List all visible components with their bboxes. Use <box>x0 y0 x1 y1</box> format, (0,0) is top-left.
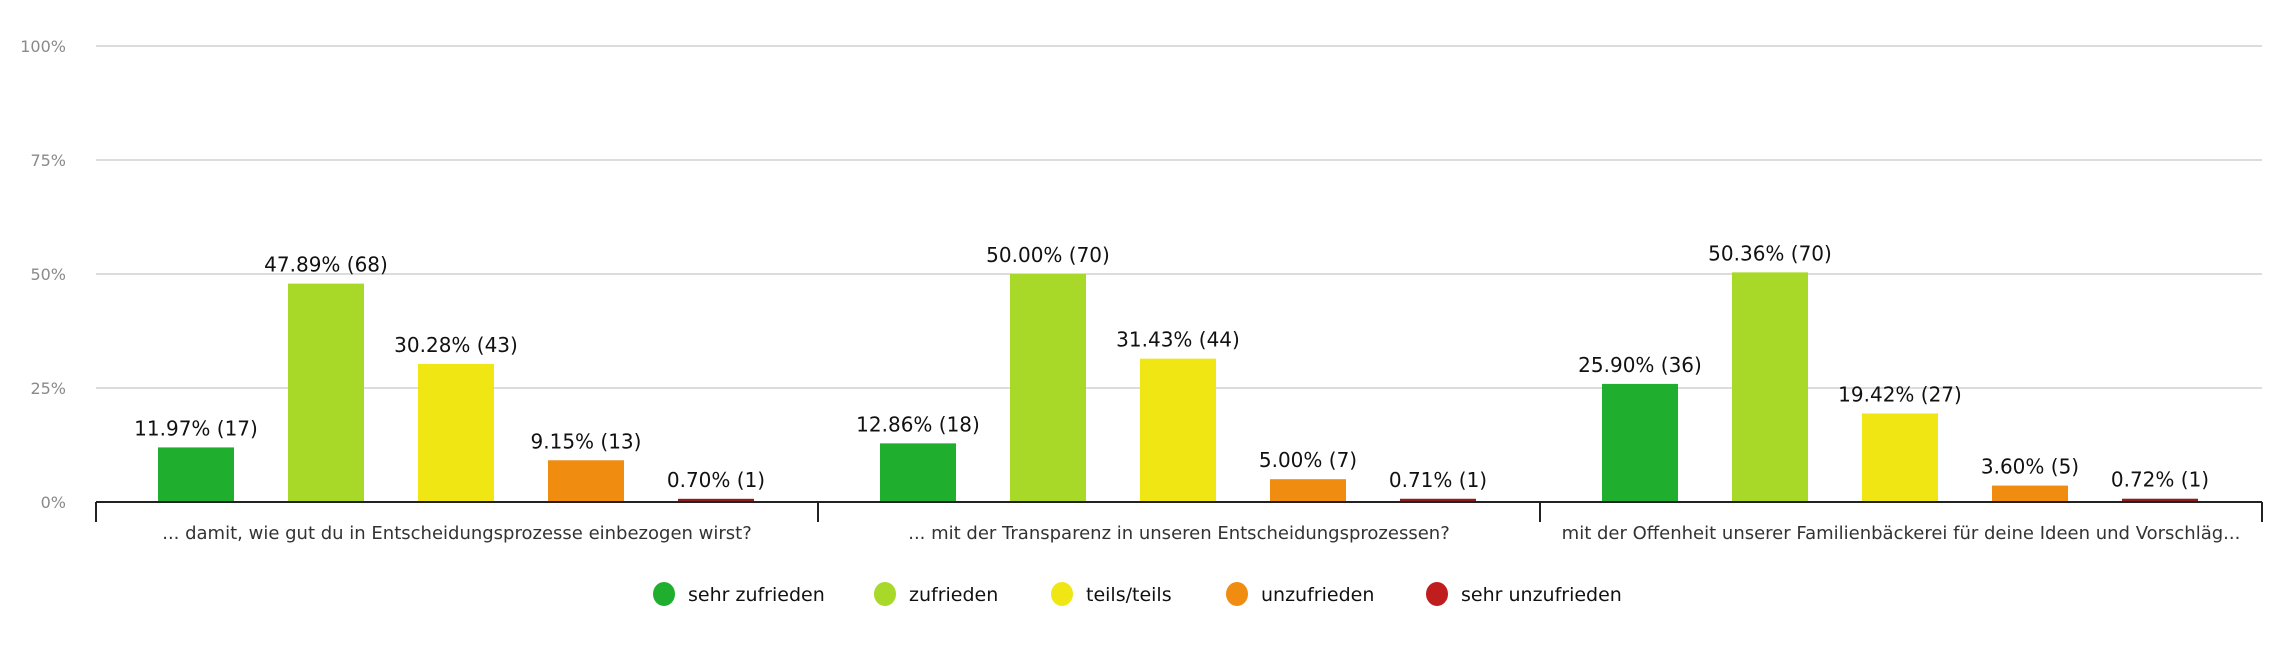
legend: sehr zufrieden zufrieden teils/teils unzufr… <box>653 582 1622 606</box>
legend-item[interactable]: sehr unzufrieden <box>1426 582 1622 606</box>
legend-item[interactable]: unzufrieden <box>1226 582 1374 606</box>
bar-zufrieden <box>1732 272 1808 502</box>
y-tick-label: 100% <box>20 37 66 56</box>
bar-sehr-unzufrieden <box>678 498 754 502</box>
legend-label: sehr zufrieden <box>688 584 825 606</box>
legend-swatch-icon <box>874 582 896 606</box>
bar-zufrieden <box>288 283 364 502</box>
legend-label: teils/teils <box>1086 584 1172 606</box>
legend-item[interactable]: zufrieden <box>874 582 998 606</box>
bar-sehr-zufrieden <box>158 447 234 502</box>
data-label: 5.00% (7) <box>1259 448 1357 472</box>
category-label: ... damit, wie gut du in Entscheidungspr… <box>162 523 752 544</box>
data-labels: 11.97% (17) 47.89% (68) 30.28% (43) 9.15% (… <box>134 241 2209 491</box>
bar-unzufrieden <box>1992 485 2068 502</box>
data-label: 50.36% (70) <box>1708 241 1832 265</box>
data-label: 0.72% (1) <box>2111 468 2209 492</box>
legend-swatch-icon <box>1426 582 1448 606</box>
y-tick-label: 75% <box>30 151 66 170</box>
data-label: 30.28% (43) <box>394 333 518 357</box>
bar-sehr-unzufrieden <box>2122 498 2198 502</box>
bar-teils-teils <box>418 363 494 502</box>
y-axis-ticks: 0% 25% 50% 75% 100% <box>20 37 66 512</box>
legend-label: unzufrieden <box>1261 584 1374 606</box>
legend-item[interactable]: teils/teils <box>1051 582 1172 606</box>
data-label: 11.97% (17) <box>134 416 258 440</box>
bar-sehr-zufrieden <box>1602 383 1678 502</box>
data-label: 25.90% (36) <box>1578 353 1702 377</box>
legend-swatch-icon <box>1051 582 1073 606</box>
bar-unzufrieden <box>548 460 624 502</box>
bar-unzufrieden <box>1270 479 1346 502</box>
category-label: ... mit der Transparenz in unseren Entsc… <box>908 523 1450 544</box>
legend-label: zufrieden <box>909 584 998 606</box>
y-tick-label: 50% <box>30 265 66 284</box>
data-label: 3.60% (5) <box>1981 455 2079 479</box>
bar-teils-teils <box>1140 358 1216 502</box>
bar-teils-teils <box>1862 413 1938 502</box>
legend-label: sehr unzufrieden <box>1461 584 1622 606</box>
category-label: mit der Offenheit unserer Familienbäcker… <box>1562 523 2241 544</box>
data-label: 0.70% (1) <box>667 468 765 492</box>
y-tick-label: 0% <box>41 493 66 512</box>
data-label: 9.15% (13) <box>531 429 642 453</box>
legend-swatch-icon <box>653 582 675 606</box>
legend-item[interactable]: sehr zufrieden <box>653 582 825 606</box>
bar-sehr-unzufrieden <box>1400 498 1476 502</box>
data-label: 47.89% (68) <box>264 253 388 277</box>
category-labels: ... damit, wie gut du in Entscheidungspr… <box>162 523 2240 544</box>
y-tick-label: 25% <box>30 379 66 398</box>
legend-swatch-icon <box>1226 582 1248 606</box>
data-label: 19.42% (27) <box>1838 382 1962 406</box>
data-label: 0.71% (1) <box>1389 468 1487 492</box>
bars <box>158 272 2198 502</box>
bar-zufrieden <box>1010 274 1086 502</box>
data-label: 50.00% (70) <box>986 243 1110 267</box>
data-label: 31.43% (44) <box>1116 328 1240 352</box>
bar-sehr-zufrieden <box>880 443 956 502</box>
x-axis <box>95 501 2263 522</box>
data-label: 12.86% (18) <box>856 412 980 436</box>
